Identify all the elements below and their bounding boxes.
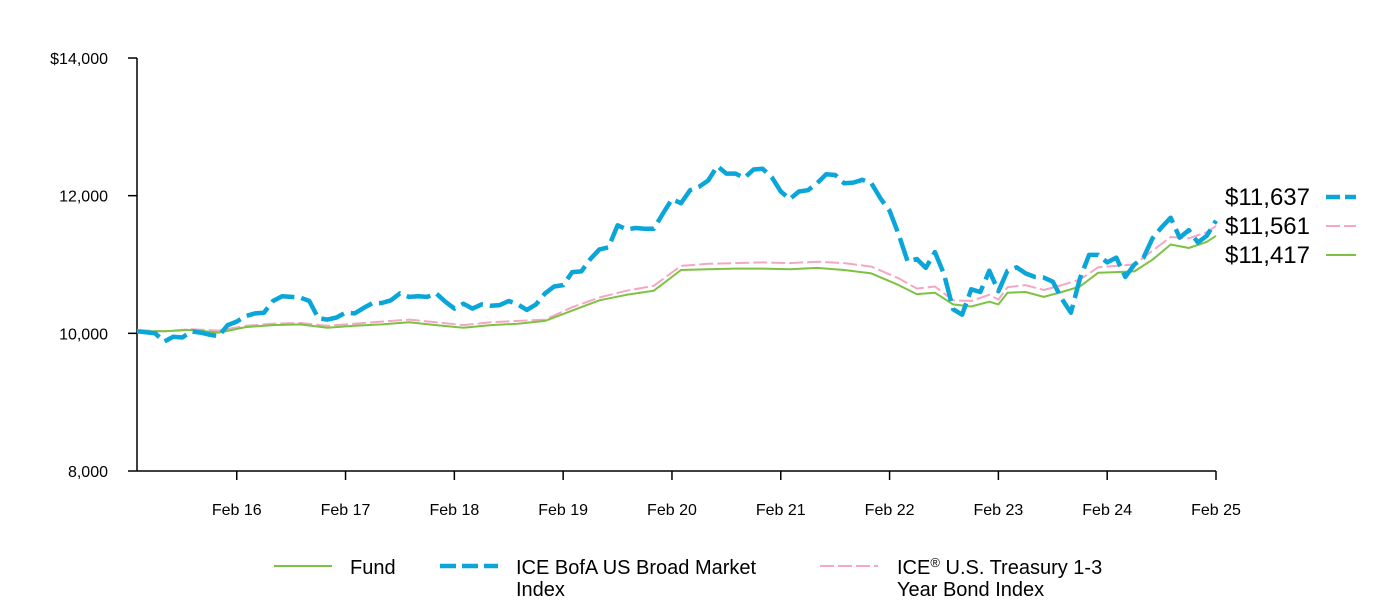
legend-label-0-line-0: Fund — [350, 557, 396, 579]
legend-label-1-line-0: ICE BofA US Broad Market — [516, 557, 757, 579]
x-axis-ticks: Feb 16 Feb 17 Feb 18 Feb 19 Feb 20 Feb 21 Feb … — [212, 471, 1241, 519]
x-tick-label-2: Feb 18 — [429, 502, 479, 519]
y-axis-ticks: 8,000 10,000 12,000 $14,000 — [50, 51, 137, 481]
legend-label-2: ICE® U.S. Treasury 1-3 Year Bond Index — [897, 555, 1102, 602]
series-lines — [137, 166, 1216, 342]
x-tick-label-9: Feb 25 — [1191, 502, 1241, 519]
legend-label-2-rest: U.S. Treasury 1-3 — [940, 557, 1102, 579]
x-tick-label-7: Feb 23 — [973, 502, 1023, 519]
legend-label-1: ICE BofA US Broad Market Index — [516, 557, 757, 601]
end-value-labels: $11,637$11,561$11,417 — [1225, 184, 1356, 269]
legend-label-0: Fund — [350, 557, 396, 579]
legend-label-1-line-1: Index — [516, 579, 565, 601]
x-tick-label-6: Feb 22 — [865, 502, 915, 519]
legend-label-2-line-1: Year Bond Index — [897, 579, 1044, 601]
end-label-1: $11,561 — [1225, 213, 1310, 240]
y-tick-label-2: 12,000 — [59, 189, 108, 206]
y-tick-label-3: $14,000 — [50, 51, 108, 68]
legend: Fund ICE BofA US Broad Market Index ICE® U.… — [274, 555, 1102, 602]
x-tick-label-4: Feb 20 — [647, 502, 697, 519]
x-tick-label-1: Feb 17 — [321, 502, 371, 519]
end-label-0: $11,637 — [1225, 184, 1310, 211]
series-line-1 — [137, 226, 1216, 331]
series-line-0 — [137, 166, 1216, 342]
y-tick-label-0: 8,000 — [68, 464, 108, 481]
x-tick-label-5: Feb 21 — [756, 502, 806, 519]
y-tick-label-1: 10,000 — [59, 326, 108, 343]
end-label-2: $11,417 — [1225, 242, 1310, 269]
legend-registered-mark: ® — [930, 555, 940, 570]
x-tick-label-3: Feb 19 — [538, 502, 588, 519]
axes — [137, 58, 1216, 471]
legend-label-2-line-0: ICE® U.S. Treasury 1-3 — [897, 555, 1102, 580]
x-tick-label-8: Feb 24 — [1082, 502, 1132, 519]
x-tick-label-0: Feb 16 — [212, 502, 262, 519]
